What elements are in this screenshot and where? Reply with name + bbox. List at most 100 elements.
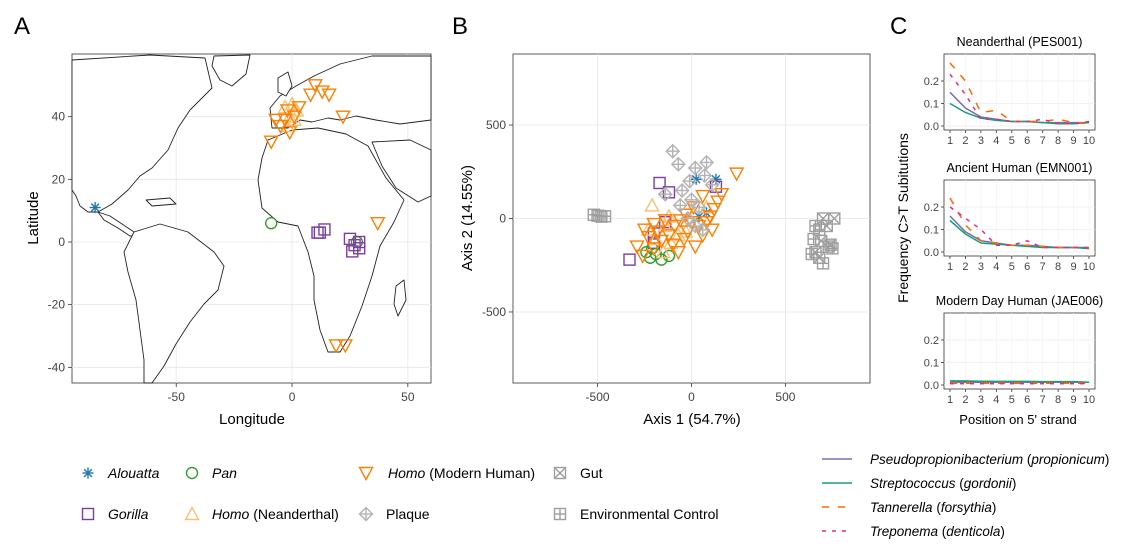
point-homo_modern <box>321 88 337 103</box>
point-plaque <box>657 186 673 202</box>
point-gorilla <box>348 238 361 252</box>
point-homo_neanderthal <box>288 102 305 117</box>
point-alouatta <box>89 202 101 214</box>
y-tick-label: 0.1 <box>924 358 939 370</box>
point-plaque <box>680 211 696 226</box>
point-homo_modern <box>695 189 711 205</box>
point-homo_modern <box>277 113 293 128</box>
point-pan <box>264 216 278 230</box>
legend-label: Pseudopropionibacterium (propionicum) <box>870 452 1109 467</box>
x-tick-label: 4 <box>993 394 999 406</box>
x-tick-label: 2 <box>962 394 968 406</box>
legend-label: Alouatta <box>107 465 160 481</box>
legend-item-homo_modern: Homo (Modern Human) <box>358 465 535 481</box>
point-homo_neanderthal <box>286 111 303 127</box>
x-tick-label: -50 <box>168 390 186 404</box>
x-tick-label: 7 <box>1040 261 1046 273</box>
x-tick-label: 2 <box>962 135 968 147</box>
point-plaque <box>699 154 715 170</box>
y-tick-label: 500 <box>486 118 506 132</box>
uk-outline <box>277 71 293 97</box>
point-env <box>805 247 818 261</box>
point-plaque <box>684 192 699 208</box>
y-tick-label: 0.2 <box>924 76 939 88</box>
damage-subplots: Neanderthal (PES001)0.00.10.21 2 3 4 5 6 7 8 9 10… <box>924 35 1104 406</box>
x-tick-label: 1 <box>947 135 953 147</box>
point-homo_modern <box>640 230 656 246</box>
point-homo_modern <box>665 238 681 253</box>
point-pan <box>655 253 668 266</box>
legend-label: Gut <box>580 465 603 481</box>
legend-item-plaque: Plaque <box>358 506 430 522</box>
sample-legend: Alouatta Pan Homo (Modern Human) Gut Gorilla… <box>81 465 719 522</box>
point-homo_neanderthal <box>648 231 664 246</box>
point-homo_modern <box>702 210 718 225</box>
north-america-outline <box>71 54 213 213</box>
point-plaque <box>687 160 703 176</box>
arabia-outline <box>371 139 432 203</box>
point-homo_modern <box>687 240 703 255</box>
panel-label-b: B <box>452 13 468 40</box>
damage-subplot: Neanderthal (PES001) 0.0 0.1 0.2 1 2 3 4 5 6 7 8 9 10 <box>924 35 1096 147</box>
legend-item-gut: Gut <box>553 465 603 481</box>
point-homo_neanderthal <box>644 197 660 212</box>
x-tick-label: 1 <box>947 261 953 273</box>
point-homo_modern <box>661 229 677 244</box>
legend-label: Treponema (denticola) <box>870 524 1005 539</box>
x-tick-label: 0 <box>688 390 695 404</box>
point-plaque <box>670 156 686 172</box>
legend-label: Pan <box>212 465 237 481</box>
map-land <box>71 54 432 384</box>
subplot-title: Ancient Human (EMN001) <box>947 161 1093 175</box>
point-homo_modern <box>370 216 386 232</box>
x-tick-label: 6 <box>1024 394 1030 406</box>
madagascar-outline <box>393 279 407 317</box>
x-tick-label: 500 <box>775 390 795 404</box>
point-homo_modern <box>650 225 666 240</box>
y-tick-label: 20 <box>52 172 66 186</box>
subplot-title: Neanderthal (PES001) <box>957 35 1083 49</box>
point-gorilla <box>311 226 324 239</box>
legend-item-treponema: Treponema (denticola) <box>822 524 1005 539</box>
point-homo_modern <box>678 208 694 223</box>
point-plaque <box>665 143 681 159</box>
point-env <box>598 210 612 223</box>
legend-label: Gorilla <box>108 506 149 522</box>
point-plaque <box>672 197 688 213</box>
y-tick-label: 0 <box>499 212 506 226</box>
panel-a: -50 0 50 -40 -20 0 20 40 Longitude Latitude <box>25 53 432 428</box>
homo_neanderthal-legend-key <box>184 506 200 521</box>
x-tick-label: 4 <box>993 135 999 147</box>
subplot-area <box>943 312 1096 390</box>
point-homo_modern <box>302 88 319 103</box>
point-homo_modern <box>653 234 670 249</box>
x-tick-label: 2 <box>962 261 968 273</box>
pcoa-y-label: Axis 2 (14.55%) <box>459 165 476 271</box>
point-homo_modern <box>666 219 683 234</box>
subplot-area <box>943 53 1096 131</box>
legend-item-alouatta: Alouatta <box>82 465 160 481</box>
point-gorilla <box>353 235 366 249</box>
gorilla-legend-key <box>81 507 95 521</box>
point-homo_modern <box>676 232 692 248</box>
x-tick-label: 3 <box>978 394 984 406</box>
point-gorilla <box>343 232 357 246</box>
europe-outline <box>269 55 432 129</box>
point-homo_modern <box>307 79 323 94</box>
map-y-label: Latitude <box>25 191 42 244</box>
y-tick-label: 0.0 <box>924 121 939 133</box>
x-tick-label: 10 <box>1083 261 1095 273</box>
gut-legend-key <box>553 466 567 480</box>
pcoa-points <box>587 143 841 270</box>
x-tick-label: 5 <box>1009 261 1015 273</box>
point-env <box>816 257 830 270</box>
x-tick-label: 5 <box>1009 135 1015 147</box>
legend-label: Homo (Neanderthal) <box>212 506 339 522</box>
panel-b: -500 0 500 -500 0 500 Axis 1 (54.7%) Axis 2 (… <box>459 53 871 428</box>
legend-item-homo_neanderthal: Homo (Neanderthal) <box>184 506 339 522</box>
legend-item-tannerella: Tannerella (forsythia) <box>822 500 996 515</box>
legend-item-strepto: Streptococcus (gordonii) <box>822 476 1016 491</box>
x-tick-label: 10 <box>1083 135 1095 147</box>
damage-subplot: Modern Day Human (JAE006) 0.0 0.1 0.2 1 2 3 4 5 6… <box>924 294 1104 406</box>
